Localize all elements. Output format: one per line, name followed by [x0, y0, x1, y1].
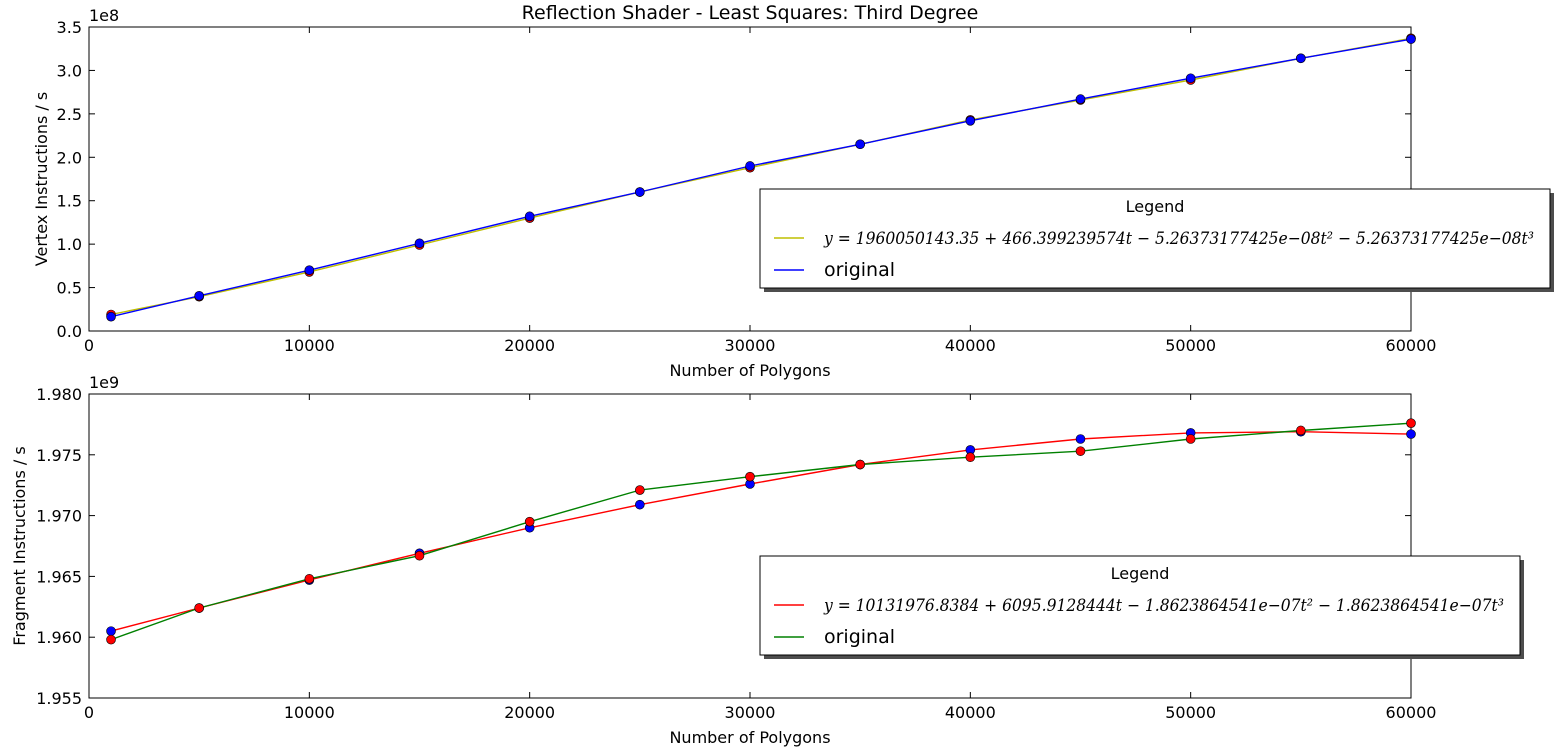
- y-tick-label: 3.5: [57, 18, 82, 37]
- x-tick-label: 60000: [1386, 703, 1437, 722]
- data-point: [106, 311, 116, 322]
- data-point: [524, 211, 535, 222]
- data-point: [745, 471, 755, 482]
- legend-title: Legend: [1126, 197, 1185, 216]
- y-offset-label: 1e8: [89, 6, 119, 25]
- x-tick-label: 10000: [284, 336, 335, 355]
- data-point: [194, 603, 204, 613]
- x-tick-label: 10000: [284, 703, 335, 722]
- y-tick-label: 1.0: [57, 235, 82, 254]
- data-point: [524, 516, 535, 527]
- legend-label: original: [824, 626, 895, 648]
- legend-title: Legend: [1111, 564, 1170, 583]
- y-tick-label: 3.0: [57, 61, 82, 80]
- x-tick-label: 30000: [725, 336, 776, 355]
- y-tick-label: 2.5: [57, 105, 82, 124]
- data-point: [635, 187, 645, 197]
- legend-label: y = 10131976.8384 + 6095.9128444t − 1.86…: [823, 596, 1504, 616]
- chart-title: Reflection Shader - Least Squares: Third…: [522, 2, 979, 24]
- y-axis-label: Fragment Instructions / s: [10, 446, 29, 645]
- y-tick-label: 1.5: [57, 192, 82, 211]
- legend-label: original: [824, 259, 895, 281]
- data-point: [194, 291, 204, 301]
- data-point: [414, 550, 425, 561]
- x-tick-label: 50000: [1165, 336, 1216, 355]
- y-tick-label: 1.965: [36, 567, 82, 586]
- data-point: [304, 574, 315, 584]
- x-axis-label: Number of Polygons: [669, 728, 830, 747]
- data-point: [1296, 425, 1306, 436]
- data-point: [1075, 434, 1086, 444]
- x-tick-label: 20000: [504, 703, 555, 722]
- fragment-chart: 0 10000 20000 30000 40000 50000 60000 1.955 1.96…: [10, 373, 1524, 747]
- x-tick-label: 20000: [504, 336, 555, 355]
- data-point: [635, 499, 645, 510]
- data-point: [745, 161, 755, 171]
- vertex-chart: 0 10000 20000 30000 40000 50000 60000 0.0 0.5 1.0…: [32, 6, 1554, 380]
- data-point: [304, 265, 315, 276]
- x-tick-label: 40000: [945, 703, 996, 722]
- x-tick-label: 60000: [1386, 336, 1437, 355]
- x-tick-label: 0: [84, 703, 94, 722]
- x-tick-label: 30000: [725, 703, 776, 722]
- y-tick-label: 0.0: [57, 322, 82, 341]
- y-offset-label: 1e9: [89, 373, 119, 392]
- y-tick-label: 1.975: [36, 446, 82, 465]
- data-point: [965, 452, 976, 463]
- data-point: [1075, 94, 1086, 104]
- data-point: [855, 459, 865, 470]
- data-point: [855, 139, 865, 150]
- data-point: [1185, 73, 1196, 84]
- y-tick-label: 2.0: [57, 148, 82, 167]
- y-tick-label: 0.5: [57, 279, 82, 298]
- data-point: [1075, 446, 1086, 456]
- y-axis-label: Vertex Instructions / s: [32, 92, 51, 266]
- data-point: [965, 116, 976, 126]
- y-tick-label: 1.955: [36, 689, 82, 708]
- data-point: [106, 626, 116, 636]
- x-tick-label: 0: [84, 336, 94, 355]
- x-tick-label: 40000: [945, 336, 996, 355]
- y-tick-label: 1.970: [36, 507, 82, 526]
- y-tick-label: 1.980: [36, 385, 82, 404]
- data-point: [1406, 429, 1416, 439]
- legend: Legend y = 10131976.8384 + 6095.9128444t …: [759, 555, 1524, 659]
- data-point: [414, 238, 425, 249]
- data-point: [1185, 434, 1196, 444]
- data-point: [1296, 53, 1306, 64]
- data-point: [106, 634, 116, 645]
- data-point: [1406, 34, 1416, 44]
- legend: Legend y = 1960050143.35 + 466.399239574t…: [759, 188, 1554, 292]
- x-tick-label: 50000: [1165, 703, 1216, 722]
- x-axis-label: Number of Polygons: [669, 361, 830, 380]
- data-point: [635, 485, 645, 495]
- data-point: [1406, 418, 1416, 428]
- legend-box: [759, 188, 1551, 289]
- legend-box: [759, 555, 1521, 656]
- legend-label: y = 1960050143.35 + 466.399239574t − 5.2…: [823, 229, 1534, 249]
- y-tick-label: 1.960: [36, 628, 82, 647]
